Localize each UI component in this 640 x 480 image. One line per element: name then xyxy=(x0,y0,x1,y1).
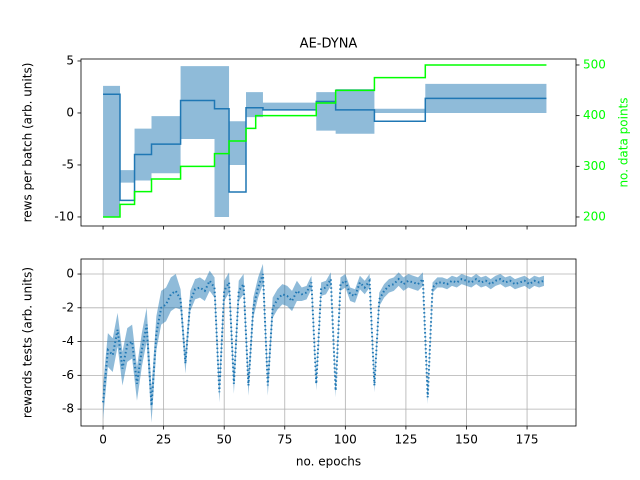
x-axis-label: no. epochs xyxy=(296,455,361,469)
y-axis-label: rewards tests (arb. units) xyxy=(21,267,35,418)
y-tick-label: -8 xyxy=(62,402,74,416)
x-tick-label: 175 xyxy=(516,433,539,447)
y2-tick-label: 400 xyxy=(583,108,606,122)
x-tick-label: 125 xyxy=(394,433,417,447)
x-tick-label: 150 xyxy=(455,433,478,447)
y2-tick-label: 300 xyxy=(583,159,606,173)
y-tick-label: 5 xyxy=(66,53,74,67)
x-tick-label: 50 xyxy=(217,433,232,447)
chart-title: AE-DYNA xyxy=(300,37,358,52)
y-tick-label: -10 xyxy=(54,209,74,223)
y-tick-label: 0 xyxy=(66,105,74,119)
y-tick-label: -5 xyxy=(62,157,74,171)
error-band xyxy=(103,263,545,423)
axes-frame xyxy=(80,258,577,427)
y2-tick-label: 500 xyxy=(583,57,606,71)
y-tick-label: 0 xyxy=(66,267,74,281)
x-tick-label: 75 xyxy=(277,433,292,447)
data-line xyxy=(102,273,545,406)
error-band xyxy=(103,66,547,217)
x-tick-label: 100 xyxy=(334,433,357,447)
axes-frame xyxy=(80,58,577,227)
y2-tick-label: 200 xyxy=(583,209,606,223)
y-tick-label: -6 xyxy=(62,368,74,382)
x-tick-label: 25 xyxy=(156,433,171,447)
y-tick-label: -4 xyxy=(62,334,74,348)
data-line xyxy=(103,64,547,218)
y2-axis-label: no. data points xyxy=(617,97,631,187)
data-line xyxy=(103,93,547,202)
x-tick-label: 0 xyxy=(99,433,107,447)
y-axis-label: rews per batch (arb. units) xyxy=(21,63,35,223)
y-tick-label: -2 xyxy=(62,300,74,314)
